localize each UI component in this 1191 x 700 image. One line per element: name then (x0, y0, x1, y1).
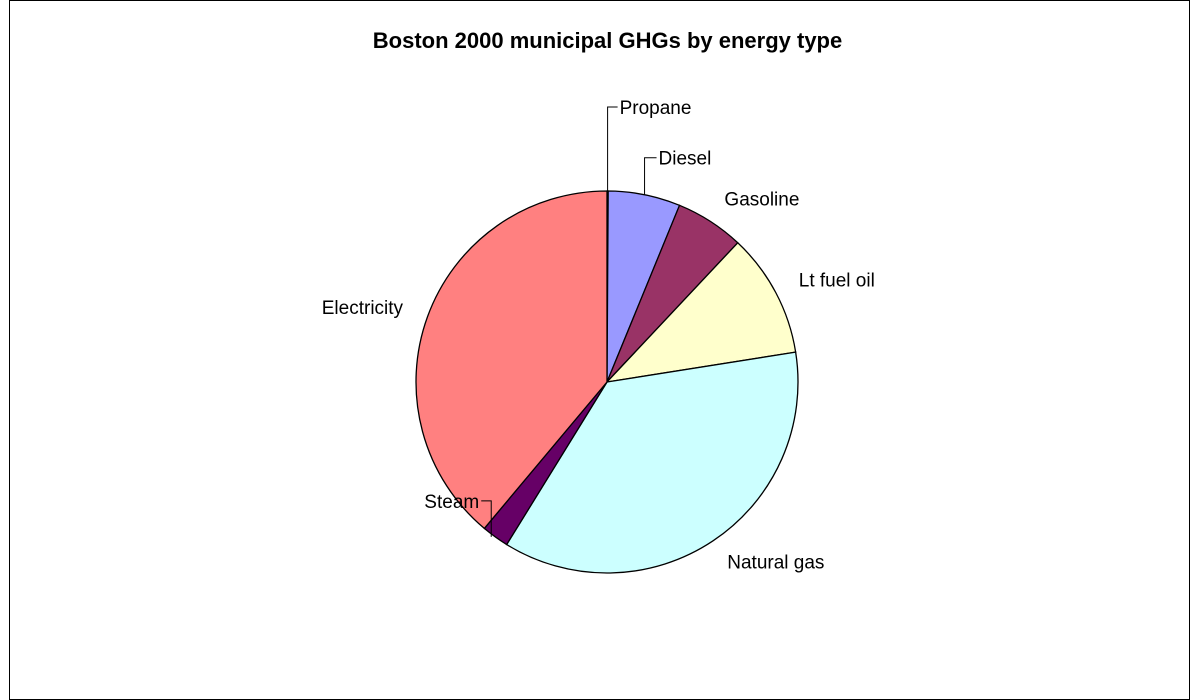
pie-slice-electricity (415, 190, 608, 530)
chart-title: Boston 2000 municipal GHGs by energy typ… (372, 28, 843, 53)
slice-label-lt-fuel-oil: Lt fuel oil (799, 270, 875, 291)
slice-labels: Propane Diesel Gasoline Lt fuel oil Natural … (322, 98, 875, 574)
pie-chart: Propane Diesel Gasoline Lt fuel oil Natural … (322, 98, 875, 574)
pie-slice-natural-gas (505, 351, 799, 574)
leader-line-diesel (644, 157, 657, 195)
slice-label-gasoline: Gasoline (724, 190, 799, 211)
slice-label-steam: Steam (424, 492, 479, 513)
pie-slices (415, 190, 799, 574)
leader-line-propane (607, 106, 618, 192)
slice-label-diesel: Diesel (659, 149, 712, 170)
slice-label-natural-gas: Natural gas (727, 553, 824, 574)
slice-label-propane: Propane (620, 98, 692, 119)
leader-line-steam (481, 500, 492, 537)
pie-slice-lt-fuel-oil (605, 241, 797, 383)
leader-lines (481, 106, 657, 537)
slice-label-electricity: Electricity (322, 298, 404, 319)
